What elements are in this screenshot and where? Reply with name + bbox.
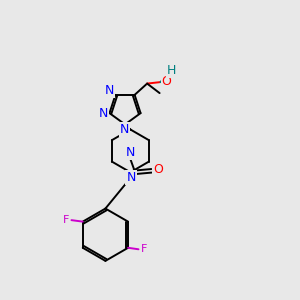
Text: N: N [126,146,135,159]
Text: F: F [141,244,147,254]
Text: N: N [120,123,129,136]
Text: F: F [63,215,69,225]
Text: N: N [98,107,108,120]
Text: O: O [153,163,163,176]
Text: H: H [167,64,176,77]
Text: O: O [161,75,171,88]
Text: N: N [105,84,114,97]
Text: N: N [126,170,136,184]
